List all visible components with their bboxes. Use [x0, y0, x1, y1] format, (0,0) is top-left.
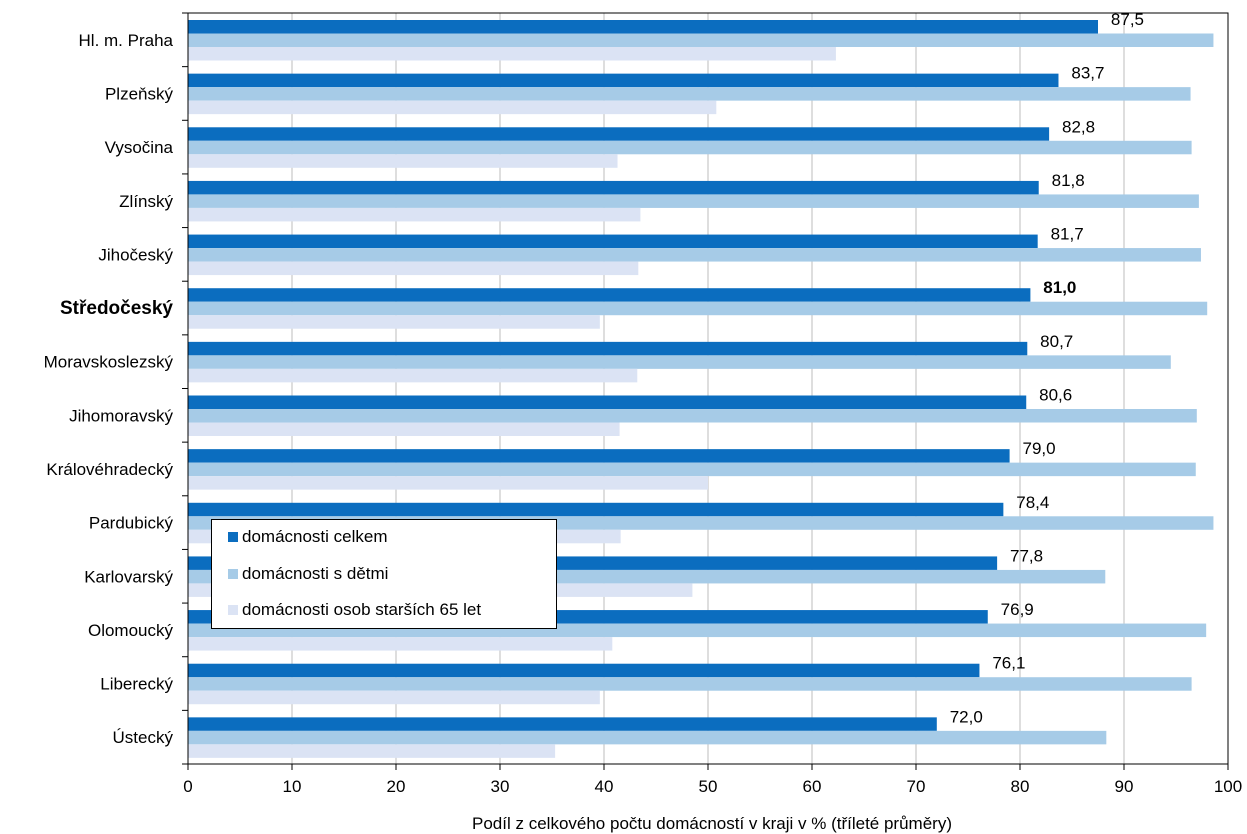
- category-label: Královéhradecký: [46, 460, 173, 479]
- data-label: 76,1: [992, 654, 1025, 673]
- category-label: Hl. m. Praha: [79, 31, 174, 50]
- bar-total: [188, 180, 1039, 195]
- bar-children: [188, 730, 1107, 745]
- x-tick-label: 10: [283, 777, 302, 796]
- x-tick-label: 60: [803, 777, 822, 796]
- bar-total: [188, 234, 1038, 249]
- data-label: 87,5: [1111, 10, 1144, 29]
- bar-total: [188, 395, 1027, 409]
- category-label: Středočeský: [60, 298, 173, 319]
- legend-label-children: domácnosti s dětmi: [242, 564, 389, 583]
- data-label: 80,6: [1039, 386, 1072, 405]
- data-label: 79,0: [1023, 439, 1056, 458]
- bar-total: [188, 502, 1004, 517]
- bar-seniors: [188, 368, 638, 383]
- bar-children: [188, 248, 1201, 262]
- category-label: Ústecký: [113, 728, 174, 747]
- bar-seniors: [188, 207, 641, 222]
- bar-total: [188, 127, 1050, 141]
- data-label: 72,0: [950, 707, 983, 726]
- bar-children: [188, 140, 1192, 155]
- category-label: Karlovarský: [84, 567, 173, 586]
- bar-seniors: [188, 744, 556, 758]
- bar-children: [188, 301, 1208, 316]
- legend-item-seniors: domácnosti osob starších 65 let: [228, 599, 481, 621]
- data-label: 76,9: [1001, 600, 1034, 619]
- bar-seniors: [188, 261, 639, 276]
- category-label: Vysočina: [105, 138, 174, 157]
- bar-children: [188, 194, 1199, 208]
- bar-seniors: [188, 690, 600, 705]
- bar-seniors: [188, 47, 836, 61]
- bar-children: [188, 677, 1192, 691]
- category-label: Zlínský: [119, 192, 173, 211]
- x-tick-label: 30: [491, 777, 510, 796]
- category-label: Pardubický: [89, 514, 174, 533]
- bar-seniors: [188, 315, 600, 329]
- data-label: 81,8: [1052, 171, 1085, 190]
- legend: domácnosti celkem domácnosti s dětmi dom…: [211, 519, 557, 629]
- x-tick-label: 70: [907, 777, 926, 796]
- bar-seniors: [188, 637, 613, 651]
- x-tick-label: 90: [1115, 777, 1134, 796]
- legend-item-children: domácnosti s dětmi: [228, 563, 388, 585]
- bar-children: [188, 409, 1197, 423]
- data-label: 81,7: [1051, 225, 1084, 244]
- category-label: Plzeňský: [105, 84, 174, 103]
- bar-total: [188, 663, 980, 678]
- bar-total: [188, 20, 1098, 34]
- x-tick-label: 0: [183, 777, 192, 796]
- bar-seniors: [188, 100, 717, 115]
- category-label: Olomoucký: [88, 621, 174, 640]
- x-tick-label: 100: [1214, 777, 1242, 796]
- bar-children: [188, 33, 1214, 47]
- data-label: 77,8: [1010, 546, 1043, 565]
- data-label: 81,0: [1043, 278, 1076, 297]
- data-label: 78,4: [1016, 493, 1049, 512]
- x-tick-label: 80: [1011, 777, 1030, 796]
- x-tick-label: 40: [595, 777, 614, 796]
- data-label: 82,8: [1062, 117, 1095, 136]
- data-label: 83,7: [1071, 64, 1104, 83]
- x-tick-label: 20: [387, 777, 406, 796]
- legend-swatch-seniors: [228, 605, 238, 615]
- legend-swatch-total: [228, 532, 238, 542]
- category-label: Jihomoravský: [69, 406, 173, 425]
- x-axis-title: Podíl z celkového počtu domácností v kra…: [472, 814, 952, 833]
- bar-seniors: [188, 476, 708, 490]
- bar-total: [188, 341, 1028, 356]
- legend-label-total: domácnosti celkem: [242, 527, 388, 546]
- bar-total: [188, 288, 1031, 302]
- bar-children: [188, 355, 1171, 369]
- category-label: Jihočeský: [98, 245, 173, 264]
- bar-seniors: [188, 154, 618, 168]
- x-tick-label: 50: [699, 777, 718, 796]
- legend-label-seniors: domácnosti osob starších 65 let: [242, 600, 482, 619]
- bar-seniors: [188, 422, 620, 436]
- legend-item-total: domácnosti celkem: [228, 526, 388, 548]
- bar-total: [188, 73, 1059, 88]
- bar-children: [188, 462, 1196, 477]
- bar-children: [188, 87, 1191, 101]
- bar-total: [188, 449, 1010, 463]
- category-label: Liberecký: [100, 675, 173, 694]
- bar-total: [188, 717, 937, 731]
- data-label: 80,7: [1040, 332, 1073, 351]
- legend-swatch-children: [228, 569, 238, 579]
- category-label: Moravskoslezský: [44, 353, 174, 372]
